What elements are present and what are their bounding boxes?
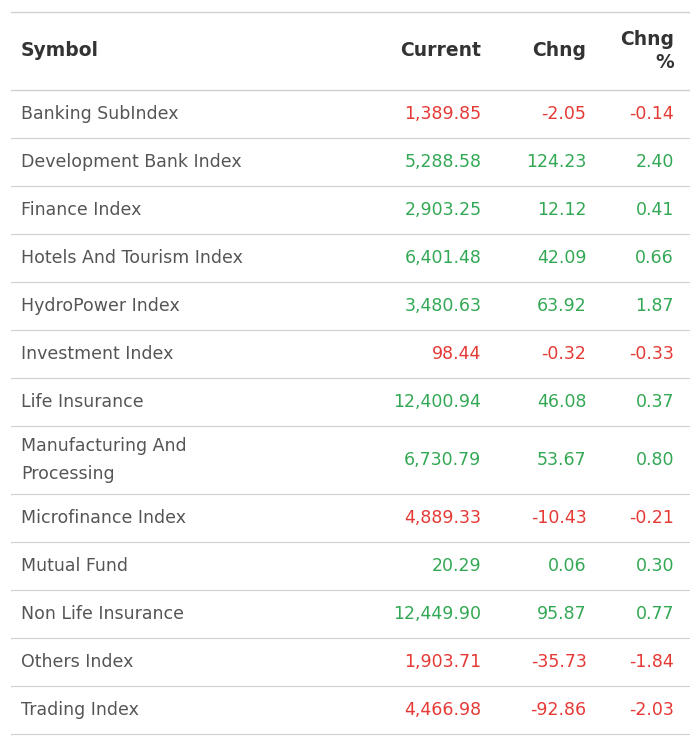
Text: -0.32: -0.32 bbox=[542, 345, 587, 363]
Text: Banking SubIndex: Banking SubIndex bbox=[21, 105, 178, 123]
Text: 3,480.63: 3,480.63 bbox=[405, 297, 482, 315]
Text: 0.80: 0.80 bbox=[636, 451, 674, 469]
Text: 0.06: 0.06 bbox=[548, 557, 587, 575]
Text: 53.67: 53.67 bbox=[537, 451, 587, 469]
Text: 12.12: 12.12 bbox=[537, 201, 587, 219]
Text: Life Insurance: Life Insurance bbox=[21, 393, 144, 411]
Text: -0.14: -0.14 bbox=[629, 105, 674, 123]
Text: -0.33: -0.33 bbox=[629, 345, 674, 363]
Text: 98.44: 98.44 bbox=[432, 345, 482, 363]
Text: -2.03: -2.03 bbox=[629, 701, 674, 719]
Text: 20.29: 20.29 bbox=[432, 557, 482, 575]
Text: Investment Index: Investment Index bbox=[21, 345, 174, 363]
Text: 46.08: 46.08 bbox=[537, 393, 587, 411]
Text: 1.87: 1.87 bbox=[636, 297, 674, 315]
Text: 6,730.79: 6,730.79 bbox=[404, 451, 482, 469]
Text: -1.84: -1.84 bbox=[629, 653, 674, 671]
Text: Microfinance Index: Microfinance Index bbox=[21, 509, 186, 527]
Text: -35.73: -35.73 bbox=[531, 653, 587, 671]
Text: 95.87: 95.87 bbox=[537, 605, 587, 623]
Text: Current: Current bbox=[400, 42, 482, 60]
Text: 0.41: 0.41 bbox=[636, 201, 674, 219]
Text: Finance Index: Finance Index bbox=[21, 201, 141, 219]
Text: 12,449.90: 12,449.90 bbox=[393, 605, 482, 623]
Text: Hotels And Tourism Index: Hotels And Tourism Index bbox=[21, 249, 243, 267]
Text: Non Life Insurance: Non Life Insurance bbox=[21, 605, 184, 623]
Text: HydroPower Index: HydroPower Index bbox=[21, 297, 180, 315]
Text: Chng
%: Chng % bbox=[620, 30, 674, 72]
Text: Manufacturing And: Manufacturing And bbox=[21, 437, 187, 455]
Text: 5,288.58: 5,288.58 bbox=[405, 153, 482, 171]
Text: -0.21: -0.21 bbox=[629, 509, 674, 527]
Text: 2.40: 2.40 bbox=[636, 153, 674, 171]
Text: 0.30: 0.30 bbox=[636, 557, 674, 575]
Text: 1,903.71: 1,903.71 bbox=[405, 653, 482, 671]
Text: 0.77: 0.77 bbox=[636, 605, 674, 623]
Text: Others Index: Others Index bbox=[21, 653, 134, 671]
Text: -92.86: -92.86 bbox=[531, 701, 587, 719]
Text: 4,889.33: 4,889.33 bbox=[405, 509, 482, 527]
Text: 63.92: 63.92 bbox=[537, 297, 587, 315]
Text: Development Bank Index: Development Bank Index bbox=[21, 153, 241, 171]
Text: 12,400.94: 12,400.94 bbox=[393, 393, 482, 411]
Text: 1,389.85: 1,389.85 bbox=[405, 105, 482, 123]
Text: Processing: Processing bbox=[21, 465, 115, 483]
Text: Symbol: Symbol bbox=[21, 42, 99, 60]
Text: Mutual Fund: Mutual Fund bbox=[21, 557, 128, 575]
Text: 0.66: 0.66 bbox=[636, 249, 674, 267]
Text: 4,466.98: 4,466.98 bbox=[405, 701, 482, 719]
Text: Chng: Chng bbox=[533, 42, 587, 60]
Text: 2,903.25: 2,903.25 bbox=[405, 201, 482, 219]
Text: -10.43: -10.43 bbox=[531, 509, 587, 527]
Text: 124.23: 124.23 bbox=[526, 153, 587, 171]
Text: 42.09: 42.09 bbox=[537, 249, 587, 267]
Text: -2.05: -2.05 bbox=[542, 105, 587, 123]
Text: Trading Index: Trading Index bbox=[21, 701, 139, 719]
Text: 0.37: 0.37 bbox=[636, 393, 674, 411]
Text: 6,401.48: 6,401.48 bbox=[405, 249, 482, 267]
